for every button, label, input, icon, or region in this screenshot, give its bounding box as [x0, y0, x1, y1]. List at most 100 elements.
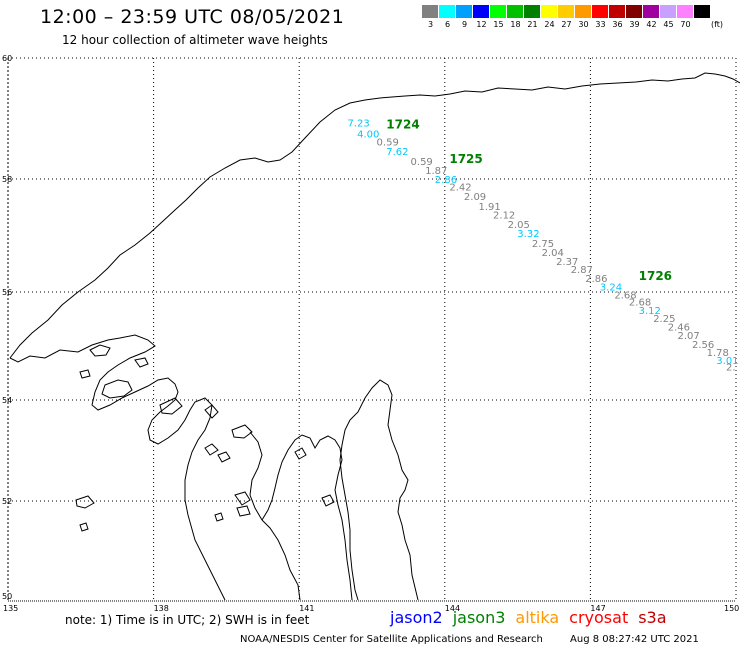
footer-timestamp: Aug 8 08:27:42 UTC 2021 — [570, 634, 699, 645]
color-scale-swatch — [507, 5, 524, 18]
wave-height-value: 3.24 — [600, 282, 622, 293]
lat-label: 58 — [2, 175, 12, 184]
color-scale-label: 12 — [476, 20, 487, 29]
coastline-islet-12 — [214, 512, 224, 522]
wave-height-value: 2.56 — [692, 340, 714, 351]
color-scale-swatch — [422, 5, 439, 18]
color-scale-label: 45 — [663, 20, 674, 29]
coastline-islet-14 — [294, 447, 307, 460]
color-scale-label: 42 — [646, 20, 657, 29]
footer: NOAA/NESDIS Center for Satellite Applica… — [240, 634, 699, 645]
color-scale-swatch — [558, 5, 575, 18]
wave-height-value: 2. — [726, 363, 736, 374]
wave-height-value: 3.12 — [639, 306, 661, 317]
wave-height-value: 2.04 — [542, 248, 564, 259]
map-subtitle: 12 hour collection of altimeter wave hei… — [62, 33, 328, 47]
axis-labels: 135 138 141 144 147 150 60 58 56 54 52 50 — [2, 54, 739, 613]
wave-height-value: 1.78 — [707, 348, 729, 359]
coastline-islet-10 — [236, 505, 251, 517]
wave-height-value: 2.42 — [449, 182, 471, 193]
mission-cryosat: cryosat — [569, 608, 629, 627]
lat-label: 56 — [2, 288, 12, 297]
coastline-amur — [9, 334, 213, 516]
color-scale-label: 9 — [461, 20, 468, 29]
coastline-islet-2 — [79, 369, 91, 379]
color-scale-swatch — [456, 5, 473, 18]
color-scale-label: 3 — [427, 20, 434, 29]
wave-height-value: 3.01 — [716, 356, 738, 367]
coastline-okhotsk-north — [9, 72, 740, 359]
color-scale-label: 27 — [561, 20, 572, 29]
color-scale-swatch — [524, 5, 541, 18]
wave-height-value: 2.05 — [508, 220, 530, 231]
pass-labels: 1724 1725 1726 — [386, 117, 672, 283]
coastline — [9, 72, 740, 601]
wave-height-value: 2.09 — [464, 192, 486, 203]
wave-height-value: 2.75 — [532, 239, 554, 250]
mission-jason2: jason2 — [390, 608, 443, 627]
coastline-islet-6 — [204, 443, 219, 456]
wave-height-value: 2.68 — [629, 298, 651, 309]
lon-label: 147 — [590, 604, 605, 613]
color-scale-label: 36 — [612, 20, 623, 29]
color-scale-label: 33 — [595, 20, 606, 29]
coastline-mainland-east — [261, 434, 353, 601]
lat-label: 60 — [2, 54, 12, 63]
color-scale-swatch — [592, 5, 609, 18]
wave-height-value: 1.87 — [425, 166, 447, 177]
wave-height-value: 2.07 — [677, 331, 699, 342]
wave-height-value: 2.87 — [571, 265, 593, 276]
coastline-shantar-island — [101, 379, 133, 399]
wave-height-value: 2.25 — [653, 314, 675, 325]
color-scale-label: 70 — [680, 20, 691, 29]
color-scale-label: 15 — [493, 20, 504, 29]
wave-height-value: 0.59 — [411, 157, 433, 168]
color-scale-labels: 3 6 9 12 15 18 21 24 27 30 33 36 39 42 45 70 — [422, 18, 711, 29]
lat-lon-grid — [7, 57, 737, 602]
coastline-tatar-strait — [187, 514, 301, 601]
color-scale-unit: (ft) — [711, 20, 724, 29]
map-title: 12:00 – 23:59 UTC 08/05/2021 — [40, 6, 345, 28]
color-scale-swatch — [439, 5, 456, 18]
coastline-islet-7 — [217, 451, 231, 463]
wave-height-value: 2.12 — [493, 211, 515, 222]
wave-height-value: 1.91 — [478, 202, 500, 213]
color-scale-swatch — [575, 5, 592, 18]
color-scale-swatch — [677, 5, 694, 18]
wave-height-value: 0.59 — [377, 137, 399, 148]
coastline-sakhalin — [339, 379, 419, 601]
lon-label: 150 — [724, 604, 739, 613]
mission-legend: jason2 jason3 altika cryosat s3a — [390, 608, 677, 627]
coastline-islet-8 — [75, 495, 95, 509]
lat-label: 50 — [2, 592, 12, 601]
wave-height-value: 7.62 — [386, 147, 408, 158]
mission-altika: altika — [515, 608, 560, 627]
observation-labels: 7.234.000.597.620.591.872.862.422.091.91… — [347, 119, 738, 374]
color-scale-label: 6 — [444, 20, 451, 29]
lon-label: 144 — [445, 604, 460, 613]
color-scale-legend: 3 6 9 12 15 18 21 24 27 30 33 36 39 42 45 70 (ft) — [422, 5, 723, 29]
mission-jason3: jason3 — [452, 608, 506, 627]
coastline-islet-9 — [234, 491, 251, 506]
color-scale-swatch — [609, 5, 626, 18]
color-scale-swatch — [490, 5, 507, 18]
coastline-islet-4 — [159, 397, 183, 415]
color-scale-swatch — [473, 5, 490, 18]
coastline-islet-1 — [89, 344, 111, 357]
pass-number: 1725 — [449, 152, 482, 166]
color-scale-label: 24 — [544, 20, 555, 29]
color-scale-swatch — [541, 5, 558, 18]
wave-height-value: 3.32 — [517, 229, 539, 240]
wave-height-value: 2.86 — [585, 274, 607, 285]
color-scale-swatch — [660, 5, 677, 18]
wave-height-value: 2.68 — [614, 291, 636, 302]
coastline-islet-3 — [134, 357, 149, 368]
coastline-islet-15 — [321, 494, 335, 507]
color-scale-label: 30 — [578, 20, 589, 29]
color-scale-label: 18 — [510, 20, 521, 29]
lon-label: 135 — [3, 604, 18, 613]
lon-label: 138 — [154, 604, 169, 613]
lat-label: 52 — [2, 497, 12, 506]
coastline-islet-13 — [204, 404, 219, 419]
